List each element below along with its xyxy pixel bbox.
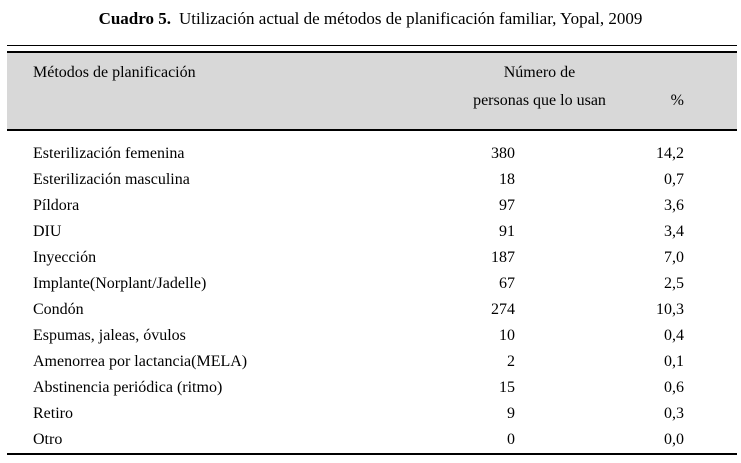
percent-cell: 2,5 <box>664 275 684 292</box>
method-cell: Píldora <box>33 197 80 214</box>
count-cell: 9 <box>507 405 515 422</box>
table-row: Píldora 97 3,6 <box>33 193 684 219</box>
caption-label: Cuadro 5. <box>98 9 172 28</box>
percent-cell: 10,3 <box>656 301 684 318</box>
count-cell: 15 <box>499 379 515 396</box>
count-cell: 274 <box>491 301 515 318</box>
count-cell: 67 <box>499 275 515 292</box>
header-method: Métodos de planificación <box>33 64 196 81</box>
method-cell: Abstinencia periódica (ritmo) <box>33 379 223 396</box>
count-cell: 187 <box>491 249 515 266</box>
table-row: Espumas, jaleas, óvulos 10 0,4 <box>33 323 684 349</box>
top-rule-thick <box>7 51 737 53</box>
header-percent: % <box>670 92 684 109</box>
count-cell: 91 <box>499 223 515 240</box>
method-cell: Retiro <box>33 405 73 422</box>
percent-cell: 0,3 <box>664 405 684 422</box>
header-row: Métodos de planificación Número de perso… <box>7 53 737 129</box>
table-body: Esterilización femenina 380 14,2 Esteril… <box>7 131 737 453</box>
header-count-line2: personas que lo usan <box>473 92 606 109</box>
method-cell: Inyección <box>33 249 97 266</box>
count-cell: 2 <box>507 353 515 370</box>
table-row: Esterilización masculina 18 0,7 <box>33 167 684 193</box>
header-count: Número de personas que lo usan <box>395 59 684 129</box>
table-row: Retiro 9 0,3 <box>33 401 684 427</box>
method-cell: Esterilización femenina <box>33 145 185 162</box>
percent-cell: 0,7 <box>664 171 684 188</box>
top-rule-thin <box>7 45 737 46</box>
percent-cell: 3,6 <box>664 197 684 214</box>
method-cell: Espumas, jaleas, óvulos <box>33 327 186 344</box>
percent-cell: 0,6 <box>664 379 684 396</box>
method-cell: Esterilización masculina <box>33 171 190 188</box>
header-divider-rule <box>7 129 737 131</box>
method-cell: Otro <box>33 431 63 448</box>
percent-cell: 0,0 <box>664 431 684 448</box>
table-row: Amenorrea por lactancia(MELA) 2 0,1 <box>33 349 684 375</box>
count-cell: 0 <box>507 431 515 448</box>
count-cell: 380 <box>491 145 515 162</box>
count-cell: 10 <box>499 327 515 344</box>
table-caption: Cuadro 5. Utilización actual de métodos d… <box>0 8 741 30</box>
table-row: Inyección 187 7,0 <box>33 245 684 271</box>
table-row: Esterilización femenina 380 14,2 <box>33 141 684 167</box>
count-cell: 18 <box>499 171 515 188</box>
header-count-line1: Número de <box>503 64 576 81</box>
caption-text: Utilización actual de métodos de planifi… <box>179 9 643 28</box>
method-cell: Condón <box>33 301 84 318</box>
percent-cell: 0,1 <box>664 353 684 370</box>
percent-cell: 0,4 <box>664 327 684 344</box>
percent-cell: 14,2 <box>656 145 684 162</box>
percent-cell: 3,4 <box>664 223 684 240</box>
table-row: Implante(Norplant/Jadelle) 67 2,5 <box>33 271 684 297</box>
table-row: Abstinencia periódica (ritmo) 15 0,6 <box>33 375 684 401</box>
percent-cell: 7,0 <box>664 249 684 266</box>
count-cell: 97 <box>499 197 515 214</box>
table-row: Otro 0 0,0 <box>33 427 684 453</box>
method-cell: DIU <box>33 223 62 240</box>
table-row: DIU 91 3,4 <box>33 219 684 245</box>
bottom-rule <box>7 453 737 455</box>
data-table: Métodos de planificación Número de perso… <box>7 45 737 455</box>
method-cell: Amenorrea por lactancia(MELA) <box>33 353 248 370</box>
table-row: Condón 274 10,3 <box>33 297 684 323</box>
method-cell: Implante(Norplant/Jadelle) <box>33 275 207 292</box>
